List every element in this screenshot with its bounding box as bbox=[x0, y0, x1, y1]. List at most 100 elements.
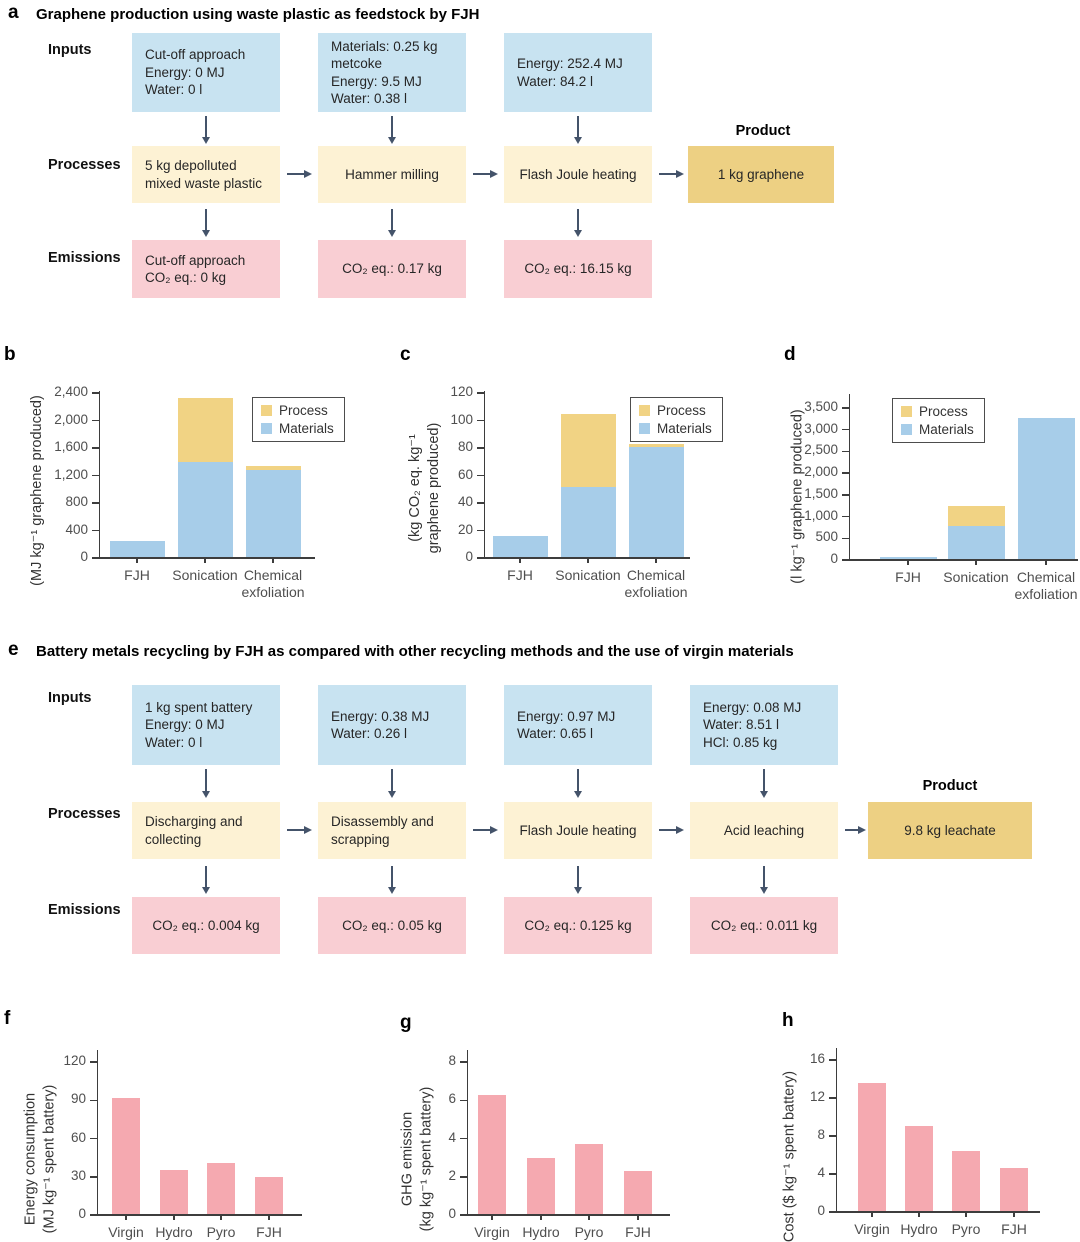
y-tick-label: 1,500 bbox=[804, 485, 838, 501]
flow-arrow-down bbox=[201, 209, 210, 237]
y-tick bbox=[477, 557, 485, 559]
legend: Process Materials bbox=[892, 398, 985, 443]
flow-arrow-down bbox=[573, 116, 582, 144]
y-axis-label: GHG emission (kg kg⁻¹ spent battery) bbox=[399, 1086, 434, 1232]
row-label-inputs-a: Inputs bbox=[48, 42, 92, 58]
category-label: Chemical exfoliation bbox=[624, 567, 688, 600]
emission-box: CO₂ eq.: 0.004 kg bbox=[132, 897, 280, 954]
bar-segment bbox=[560, 486, 616, 558]
y-tick-label: 0 bbox=[465, 549, 473, 564]
legend-swatch bbox=[901, 424, 912, 435]
x-tick bbox=[268, 1215, 270, 1220]
y-tick bbox=[90, 1214, 98, 1216]
panel-a-letter: a bbox=[8, 2, 19, 23]
y-tick-label: 4 bbox=[448, 1129, 456, 1145]
row-label-emissions-e: Emissions bbox=[48, 902, 121, 918]
bar-segment bbox=[527, 1157, 555, 1215]
y-tick bbox=[90, 1099, 98, 1101]
flow-arrow-down bbox=[387, 116, 396, 144]
y-tick bbox=[829, 1135, 837, 1137]
category-label: Chemical exfoliation bbox=[1014, 569, 1078, 602]
y-tick bbox=[829, 1173, 837, 1175]
row-label-emissions-a: Emissions bbox=[48, 250, 121, 266]
process-box: Hammer milling bbox=[318, 146, 466, 203]
emission-box: CO₂ eq.: 0.05 kg bbox=[318, 897, 466, 954]
flow-arrow-down bbox=[387, 769, 396, 798]
bar-segment bbox=[492, 536, 548, 558]
y-tick bbox=[842, 559, 850, 561]
y-tick bbox=[92, 529, 100, 532]
legend: Process Materials bbox=[630, 397, 723, 442]
legend-label: Process bbox=[279, 403, 328, 418]
y-tick-label: 12 bbox=[809, 1089, 825, 1104]
bar-segment bbox=[1000, 1168, 1028, 1212]
legend-swatch bbox=[261, 405, 272, 416]
bar-segment bbox=[628, 446, 684, 558]
panel-e-title: Battery metals recycling by FJH as compa… bbox=[36, 643, 794, 660]
category-label: Sonication bbox=[172, 567, 238, 583]
input-box: Energy: 0.38 MJ Water: 0.26 l bbox=[318, 685, 466, 765]
y-tick-label: 3,000 bbox=[804, 420, 838, 436]
y-axis-label: (MJ kg⁻¹ graphene produced) bbox=[28, 394, 45, 586]
y-tick-label: 60 bbox=[457, 466, 473, 482]
product-box: 9.8 kg leachate bbox=[868, 802, 1032, 859]
y-tick bbox=[829, 1211, 837, 1213]
y-tick bbox=[460, 1176, 468, 1178]
y-tick-label: 2 bbox=[448, 1167, 456, 1183]
y-tick bbox=[92, 447, 100, 449]
y-tick-label: 1,000 bbox=[804, 507, 838, 523]
x-tick bbox=[1045, 560, 1047, 565]
y-tick bbox=[477, 529, 485, 532]
bar-segment bbox=[952, 1151, 980, 1212]
y-tick-label: 8 bbox=[448, 1053, 456, 1068]
process-box: Flash Joule heating bbox=[504, 802, 652, 859]
flow-arrow-down bbox=[201, 769, 210, 798]
x-axis-line bbox=[835, 1211, 1040, 1213]
flow-arrow-right bbox=[473, 825, 498, 834]
category-label: Pyro bbox=[574, 1224, 604, 1240]
y-axis-label: (kg CO₂ eq. kg⁻¹ graphene produced) bbox=[407, 422, 442, 554]
bar-segment bbox=[245, 470, 301, 558]
flow-arrow-down bbox=[387, 866, 396, 894]
flow-arrow-down bbox=[573, 866, 582, 894]
flow-arrow-down bbox=[201, 116, 210, 144]
flow-arrow-right bbox=[287, 169, 312, 178]
flow-arrow-down bbox=[573, 209, 582, 237]
category-label: FJH bbox=[625, 1224, 651, 1240]
legend-label: Materials bbox=[279, 421, 334, 436]
y-tick-label: 2,000 bbox=[54, 411, 88, 427]
y-tick-label: 500 bbox=[815, 529, 838, 545]
y-tick bbox=[460, 1214, 468, 1216]
y-axis-line bbox=[466, 1050, 468, 1215]
legend-label: Materials bbox=[919, 422, 974, 437]
flow-arrow-right bbox=[473, 169, 498, 178]
chart-f: Virgin Hydro Pyro FJH 0 30 60 90 120 Energy consu… bbox=[22, 1050, 302, 1240]
x-tick bbox=[975, 560, 977, 565]
flow-arrow-down bbox=[387, 209, 396, 237]
process-box: Disassembly and scrapping bbox=[318, 802, 466, 859]
bar-segment bbox=[478, 1094, 506, 1215]
category-label: Virgin bbox=[474, 1224, 510, 1240]
bar-segment bbox=[245, 465, 301, 470]
y-tick-label: 400 bbox=[65, 521, 88, 537]
x-tick bbox=[907, 560, 909, 565]
y-tick bbox=[477, 447, 485, 449]
y-tick bbox=[90, 1176, 98, 1178]
x-tick bbox=[1013, 1212, 1015, 1217]
bar-segment bbox=[1017, 417, 1075, 560]
y-tick-label: 90 bbox=[70, 1091, 86, 1107]
bar-segment bbox=[207, 1162, 235, 1215]
x-axis-line bbox=[483, 557, 690, 559]
bar-segment bbox=[879, 556, 937, 560]
panel-a-title: Graphene production using waste plastic … bbox=[36, 6, 480, 23]
x-tick bbox=[918, 1212, 920, 1217]
category-label: Virgin bbox=[108, 1224, 144, 1240]
y-tick-label: 0 bbox=[830, 551, 838, 566]
y-tick bbox=[842, 450, 850, 453]
y-axis-line bbox=[98, 391, 100, 558]
category-label: Pyro bbox=[206, 1224, 236, 1240]
y-axis-label: Cost ($ kg⁻¹ spent battery) bbox=[781, 1070, 798, 1242]
legend-label: Materials bbox=[657, 421, 712, 436]
category-label: FJH bbox=[124, 567, 150, 583]
bar-segment bbox=[947, 526, 1005, 560]
